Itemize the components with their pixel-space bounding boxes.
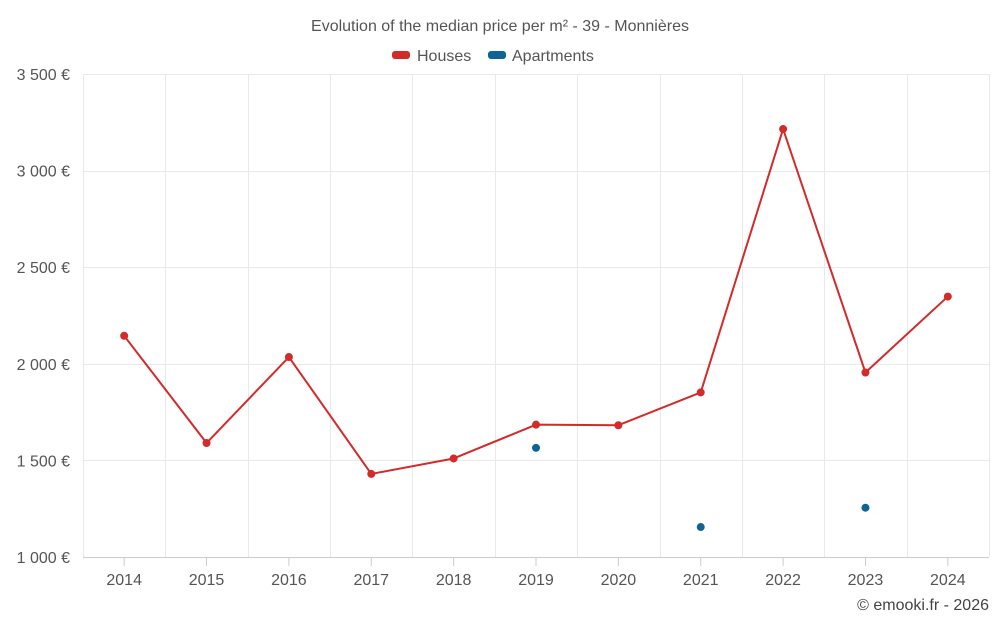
data-point-houses-2017[interactable] [367, 469, 376, 478]
data-point-houses-2019[interactable] [532, 420, 540, 429]
legend[interactable]: Houses Apartments [392, 48, 594, 65]
data-point-houses-2020[interactable] [614, 421, 623, 430]
legend-swatch-houses [392, 51, 410, 59]
x-tick-label-2022: 2022 [765, 572, 801, 589]
x-tick-label-2019: 2019 [518, 572, 554, 589]
x-tick-label-2020: 2020 [601, 572, 637, 589]
series-apartments [532, 443, 870, 532]
x-tick-label-2023: 2023 [848, 572, 884, 589]
data-point-houses-2015[interactable] [202, 439, 211, 448]
x-axis-labels: 2014 2015 2016 2017 2018 2019 2020 2021 2022 2023… [106, 557, 966, 589]
grid [83, 74, 990, 557]
data-point-apartments-2021[interactable] [696, 523, 705, 532]
legend-item-houses[interactable]: Houses [392, 48, 471, 65]
data-point-apartments-2019[interactable] [532, 443, 540, 452]
y-tick-label: 1 500 € [17, 453, 70, 470]
x-tick-label-2016: 2016 [271, 572, 307, 589]
x-tick-label-2015: 2015 [189, 572, 225, 589]
series [120, 125, 952, 532]
data-point-houses-2014[interactable] [120, 331, 129, 340]
y-axis-labels: 1 000 € 1 500 € 2 000 € 2 500 € 3 000 € 3 500… [17, 67, 70, 567]
data-point-apartments-2023[interactable] [861, 503, 870, 512]
x-tick-label-2014: 2014 [106, 572, 142, 589]
data-point-houses-2024[interactable] [943, 292, 952, 301]
x-tick-label-2024: 2024 [930, 572, 966, 589]
y-tick-label: 2 000 € [17, 357, 70, 374]
data-point-houses-2022[interactable] [779, 125, 788, 134]
y-tick-label: 3 000 € [17, 164, 70, 181]
data-point-houses-2023[interactable] [861, 368, 870, 377]
legend-swatch-apartments [488, 51, 506, 59]
data-point-houses-2018[interactable] [449, 454, 458, 463]
legend-item-apartments[interactable]: Apartments [488, 48, 594, 65]
chart-title: Evolution of the median price per m² - 3… [311, 18, 689, 35]
y-tick-label: 3 500 € [17, 67, 70, 84]
x-tick-label-2021: 2021 [683, 572, 719, 589]
series-houses [120, 125, 952, 478]
data-point-houses-2016[interactable] [284, 353, 293, 362]
credit-text: © emooki.fr - 2026 [857, 597, 989, 614]
data-point-houses-2021[interactable] [696, 388, 705, 397]
legend-label-apartments: Apartments [512, 48, 594, 65]
y-tick-label: 2 500 € [17, 260, 70, 277]
x-tick-label-2018: 2018 [436, 572, 472, 589]
x-tick-label-2017: 2017 [353, 572, 389, 589]
legend-label-houses: Houses [417, 48, 471, 65]
y-tick-label: 1 000 € [17, 550, 70, 567]
